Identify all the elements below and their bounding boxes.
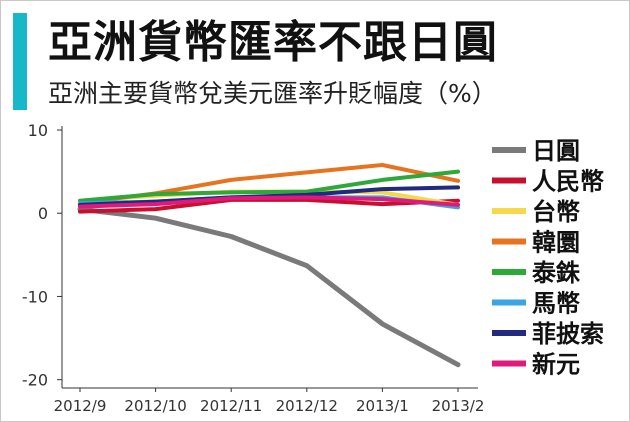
x-tick-label: 2012/12: [276, 397, 338, 415]
legend-label: 人民幣: [532, 168, 604, 196]
legend-label: 韓圜: [532, 229, 580, 257]
series-line: [78, 197, 460, 214]
legend-label: 新元: [532, 351, 580, 379]
title-accent-bar: [13, 13, 27, 110]
legend-label: 馬幣: [532, 290, 580, 318]
legend-label: 日圓: [532, 137, 580, 165]
legend-label: 泰銖: [532, 259, 581, 287]
series-line: [78, 195, 460, 209]
legend-label: 台幣: [532, 198, 580, 226]
chart-subtitle: 亞洲主要貨幣兌美元匯率升貶幅度（%）: [48, 79, 497, 108]
series-line: [78, 169, 460, 203]
y-tick-label: -10: [22, 287, 48, 306]
x-tick-label: 2013/2: [432, 397, 485, 415]
y-tick-label: 10: [28, 121, 48, 140]
y-tick-label: 0: [38, 204, 48, 223]
x-tick-label: 2013/1: [356, 397, 409, 415]
chart-title: 亞洲貨幣匯率不跟日圓: [48, 17, 498, 68]
y-tick-label: -20: [22, 371, 48, 390]
legend-label: 菲披索: [532, 320, 604, 348]
x-tick-label: 2012/9: [54, 397, 107, 415]
series-line: [77, 206, 461, 368]
x-tick-label: 2012/10: [124, 397, 186, 415]
x-tick-label: 2012/11: [200, 397, 262, 415]
